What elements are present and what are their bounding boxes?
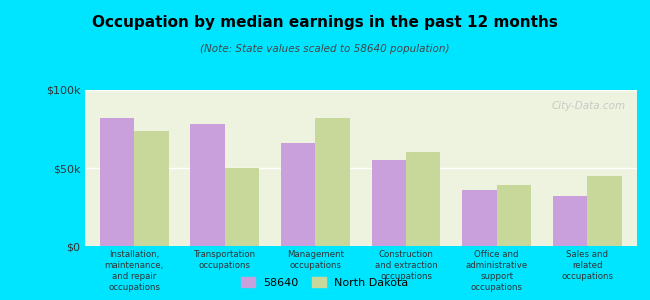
Bar <box>587 176 621 246</box>
Bar <box>462 190 497 246</box>
Bar <box>225 168 259 246</box>
Bar <box>406 152 441 246</box>
Bar <box>281 143 315 246</box>
Bar <box>552 196 587 246</box>
Bar <box>135 130 169 246</box>
Legend: 58640, North Dakota: 58640, North Dakota <box>238 274 412 291</box>
Text: City-Data.com: City-Data.com <box>552 101 626 111</box>
Bar <box>372 160 406 246</box>
Bar <box>315 118 350 246</box>
Text: Occupation by median earnings in the past 12 months: Occupation by median earnings in the pas… <box>92 15 558 30</box>
Bar <box>497 185 531 246</box>
Text: (Note: State values scaled to 58640 population): (Note: State values scaled to 58640 popu… <box>200 44 450 53</box>
Bar <box>100 118 135 246</box>
Bar <box>190 124 225 246</box>
